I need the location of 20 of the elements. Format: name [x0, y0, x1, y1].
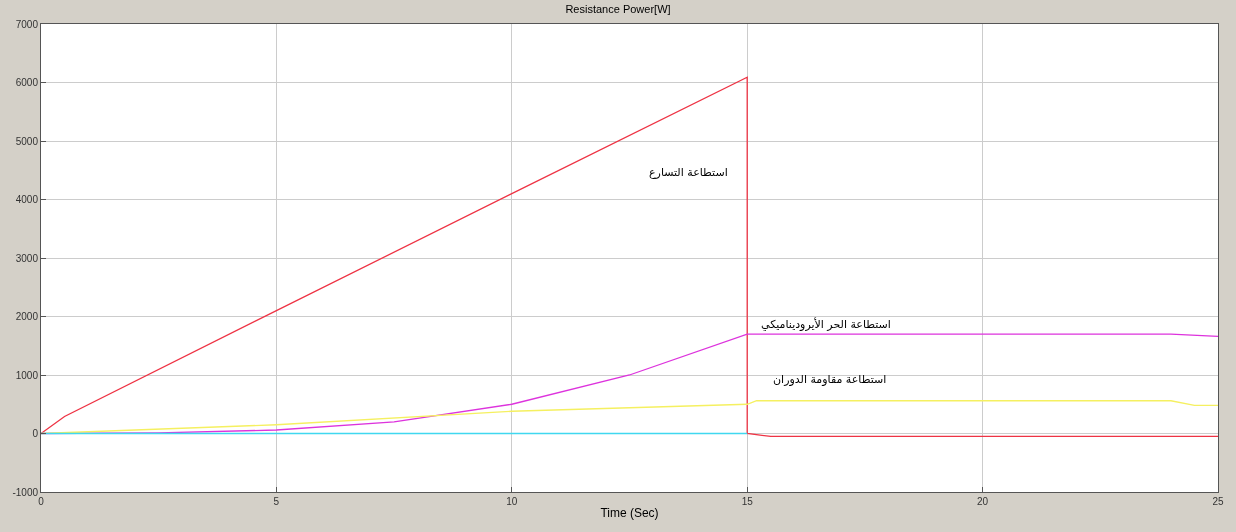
y-tick-label: 2000	[15, 311, 39, 322]
annotation: استطاعة مقاومة الدوران	[773, 373, 887, 386]
annotation: استطاعة التسارع	[649, 166, 728, 179]
y-tick-label: 0	[32, 428, 39, 439]
y-tick-label: 6000	[15, 77, 39, 88]
x-tick-label: 10	[506, 496, 518, 507]
y-tick-label: 3000	[15, 252, 39, 264]
y-tick-label: -1000	[12, 486, 39, 498]
annotation: استطاعة الحر الأيروديناميكي	[761, 317, 891, 331]
y-tick-label: 5000	[15, 135, 39, 147]
y-tick-label: 4000	[15, 194, 39, 205]
x-tick-label: 25	[1212, 496, 1224, 507]
chart-title: Resistance Power[W]	[565, 3, 671, 16]
x-axis-title: Time (Sec)	[600, 505, 659, 520]
x-tick-label: 20	[977, 496, 989, 507]
y-tick-label: 1000	[15, 369, 39, 381]
x-tick-label: 5	[273, 496, 280, 507]
x-tick-label: 15	[741, 496, 754, 507]
line-series	[41, 76, 1218, 438]
y-tick-label: 7000	[15, 18, 39, 30]
